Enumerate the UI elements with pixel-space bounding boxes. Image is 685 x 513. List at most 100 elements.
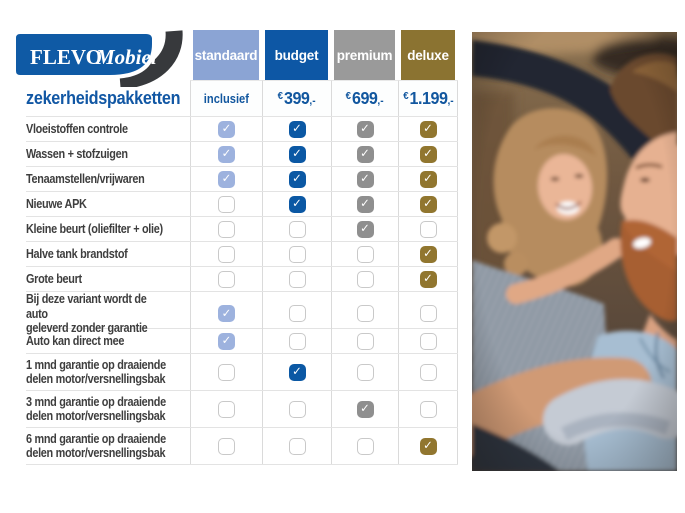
feature-label: Grote beurt: [26, 271, 82, 286]
budget-checkbox[interactable]: ✓: [288, 363, 306, 381]
price-text: inclusief: [202, 91, 251, 106]
feature-label: Nieuwe APK: [26, 196, 87, 211]
feature-row: Vloeistoffen controle ✓ ✓ ✓ ✓: [26, 117, 458, 142]
deluxe-checkbox[interactable]: [419, 220, 437, 238]
price-suffix: ,-: [377, 95, 384, 107]
feature-label-cell: 1 mnd garantie op draaiende delen motor/…: [26, 354, 190, 390]
deluxe-checkbox[interactable]: ✓: [419, 270, 437, 288]
premium-checkbox[interactable]: ✓: [356, 400, 374, 418]
package-price-deluxe: €1.199 ,-: [398, 80, 458, 116]
check-cell-premium: ✓: [331, 167, 398, 191]
feature-label-cell: Bij deze variant wordt de auto geleverd …: [26, 292, 190, 336]
premium-checkbox[interactable]: ✓: [356, 120, 374, 138]
check-cell-budget: ✓: [262, 117, 331, 141]
deluxe-checkbox[interactable]: ✓: [419, 145, 437, 163]
budget-checkbox[interactable]: [288, 220, 306, 238]
feature-label-cell: Nieuwe APK: [26, 192, 190, 216]
check-cell-premium: [331, 292, 398, 336]
check-cell-standaard: [190, 391, 262, 427]
package-header-label: budget: [265, 30, 328, 80]
feature-label-cell: Vloeistoffen controle: [26, 117, 190, 141]
standaard-checkbox[interactable]: ✓: [218, 170, 235, 188]
budget-checkbox[interactable]: [288, 332, 306, 350]
deluxe-checkbox[interactable]: [419, 332, 437, 350]
feature-row: 1 mnd garantie op draaiende delen motor/…: [26, 354, 458, 391]
check-cell-budget: [262, 329, 331, 353]
standaard-checkbox[interactable]: [218, 220, 235, 238]
check-cell-budget: ✓: [262, 354, 331, 390]
premium-checkbox[interactable]: [356, 437, 374, 455]
budget-checkbox[interactable]: [288, 305, 306, 323]
premium-checkbox[interactable]: ✓: [356, 220, 374, 238]
feature-row: Wassen + stofzuigen ✓ ✓ ✓ ✓: [26, 142, 458, 167]
currency-symbol: €: [402, 90, 409, 102]
check-cell-standaard: ✓: [190, 167, 262, 191]
check-cell-premium: [331, 354, 398, 390]
check-cell-deluxe: [398, 329, 458, 353]
standaard-checkbox[interactable]: [218, 363, 235, 381]
budget-checkbox[interactable]: ✓: [288, 145, 306, 163]
standaard-checkbox[interactable]: [218, 400, 235, 418]
check-cell-premium: [331, 428, 398, 464]
check-cell-deluxe: ✓: [398, 192, 458, 216]
standaard-checkbox[interactable]: [218, 195, 235, 213]
deluxe-checkbox[interactable]: [419, 305, 437, 323]
check-cell-budget: ✓: [262, 192, 331, 216]
budget-checkbox[interactable]: [288, 400, 306, 418]
logo-text-primary: FLEVO: [30, 45, 102, 69]
premium-checkbox[interactable]: ✓: [356, 145, 374, 163]
budget-checkbox[interactable]: ✓: [288, 195, 306, 213]
feature-row: Bij deze variant wordt de auto geleverd …: [26, 292, 458, 336]
deluxe-checkbox[interactable]: [419, 400, 437, 418]
logo-graphic: FLEVO Mobiel: [12, 30, 183, 90]
feature-label: Bij deze variant wordt de auto geleverd …: [26, 292, 148, 335]
check-cell-standaard: ✓: [190, 292, 262, 336]
package-header-budget: budget: [262, 30, 331, 80]
check-cell-budget: [262, 217, 331, 241]
premium-checkbox[interactable]: [356, 305, 374, 323]
premium-checkbox[interactable]: [356, 363, 374, 381]
price-suffix: ,-: [447, 95, 454, 107]
budget-checkbox[interactable]: ✓: [288, 170, 306, 188]
package-comparison-table: standaard budget premium deluxe zekerheidsp…: [26, 30, 458, 465]
feature-label-cell: Wassen + stofzuigen: [26, 142, 190, 166]
package-header-label: premium: [334, 30, 395, 80]
standaard-checkbox[interactable]: ✓: [218, 332, 235, 350]
check-cell-deluxe: [398, 354, 458, 390]
flevo-mobiel-logo: FLEVO Mobiel: [8, 30, 184, 90]
premium-checkbox[interactable]: [356, 332, 374, 350]
standaard-checkbox[interactable]: ✓: [218, 120, 235, 138]
deluxe-checkbox[interactable]: ✓: [419, 120, 437, 138]
feature-label: 1 mnd garantie op draaiende delen motor/…: [26, 357, 166, 387]
premium-checkbox[interactable]: [356, 270, 374, 288]
feature-label: Kleine beurt (oliefilter + olie): [26, 221, 163, 236]
check-cell-standaard: [190, 217, 262, 241]
check-cell-deluxe: [398, 217, 458, 241]
deluxe-checkbox[interactable]: ✓: [419, 245, 437, 263]
package-price-standaard: inclusief: [190, 80, 262, 116]
price-amount: 1.199: [409, 88, 448, 108]
standaard-checkbox[interactable]: ✓: [218, 305, 235, 323]
budget-checkbox[interactable]: [288, 270, 306, 288]
feature-label: Tenaamstellen/vrijwaren: [26, 171, 145, 186]
premium-checkbox[interactable]: ✓: [356, 170, 374, 188]
check-cell-budget: [262, 428, 331, 464]
premium-checkbox[interactable]: [356, 245, 374, 263]
standaard-checkbox[interactable]: [218, 270, 235, 288]
standaard-checkbox[interactable]: ✓: [218, 145, 235, 163]
price-amount: 699: [352, 88, 378, 108]
feature-label-cell: Halve tank brandstof: [26, 242, 190, 266]
budget-checkbox[interactable]: ✓: [288, 120, 306, 138]
standaard-checkbox[interactable]: [218, 437, 235, 455]
premium-checkbox[interactable]: ✓: [356, 195, 374, 213]
deluxe-checkbox[interactable]: ✓: [419, 195, 437, 213]
logo-swoosh-shape: [118, 30, 183, 90]
check-cell-deluxe: ✓: [398, 428, 458, 464]
deluxe-checkbox[interactable]: [419, 363, 437, 381]
budget-checkbox[interactable]: [288, 245, 306, 263]
budget-checkbox[interactable]: [288, 437, 306, 455]
deluxe-checkbox[interactable]: ✓: [419, 437, 437, 455]
check-cell-standaard: [190, 192, 262, 216]
deluxe-checkbox[interactable]: ✓: [419, 170, 437, 188]
standaard-checkbox[interactable]: [218, 245, 235, 263]
